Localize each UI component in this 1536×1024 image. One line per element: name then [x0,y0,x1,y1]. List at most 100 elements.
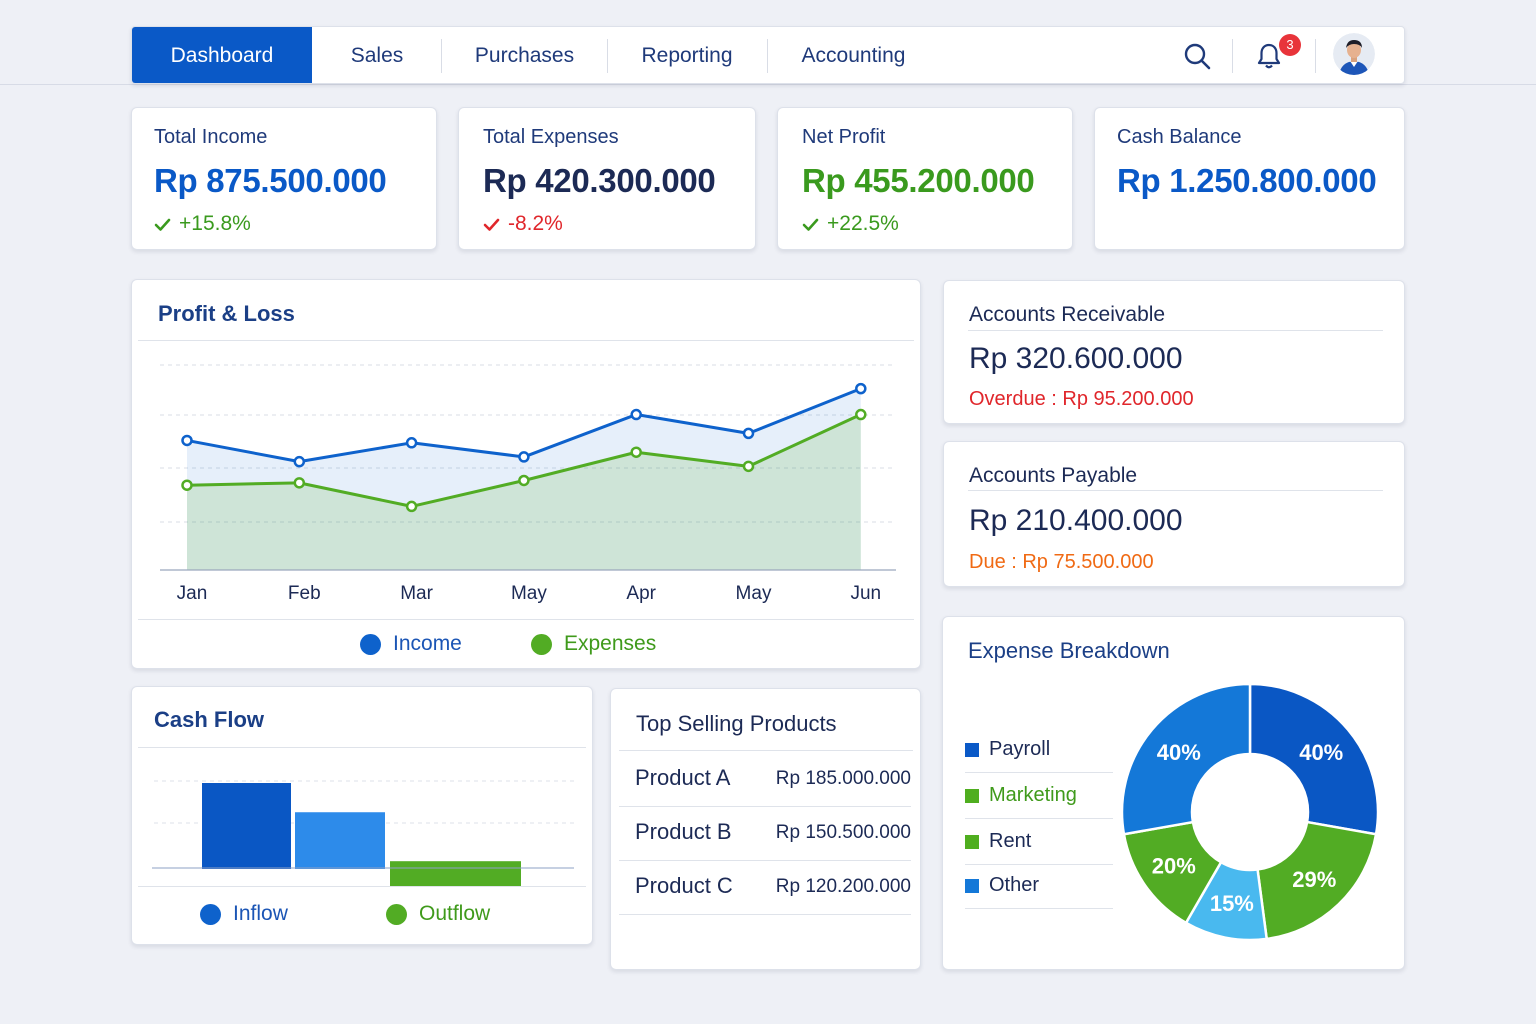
legend-dot [531,633,552,655]
notification-badge: 3 [1279,34,1301,56]
slice-label: 15% [1210,891,1254,916]
kpi-card-cash-balance: Cash Balance Rp 1.250.800.000 [1094,107,1405,250]
title-divider [968,330,1383,331]
product-value: Rp 150.500.000 [775,822,911,843]
data-point [630,408,642,421]
tab-accounting[interactable]: Accounting [801,44,906,67]
profit-loss-chart: Jan Feb Mar May Apr May Jun [160,364,896,604]
data-point [742,427,755,440]
legend-swatch [965,788,979,803]
legend-label: Inflow [233,902,288,925]
legend-label: Expenses [564,632,657,655]
data-point [742,460,755,473]
icon-separator [1232,39,1233,73]
legend-swatch [965,742,979,757]
kpi-change-text: -8.2% [508,212,563,235]
data-point [405,437,418,449]
legend-expenses: Expenses [531,632,656,656]
kpi-change-text: +22.5% [827,212,899,235]
top-navigation: Dashboard Sales Purchases Reporting Acco… [131,26,1405,84]
inflow-bar [202,783,291,869]
donut-slice [1120,682,1252,836]
bell-icon[interactable] [1254,41,1284,71]
kpi-label: Cash Balance [1117,126,1242,148]
kpi-change: +22.5% [802,212,899,236]
kpi-value: Rp 875.500.000 [154,162,387,199]
x-tick-label: Feb [288,583,321,604]
product-name: Product C [635,873,733,898]
data-point [181,434,193,447]
x-tick-label: May [736,583,772,604]
kpi-card-total-expenses: Total Expenses Rp 420.300.000 -8.2% [458,107,756,250]
data-point [518,451,530,463]
title-divider [968,490,1383,491]
legend-label: Payroll [989,738,1051,760]
legend-rent: Rent [965,819,1113,865]
slice-label: 29% [1292,867,1336,892]
receivable-value: Rp 320.600.000 [969,342,1183,375]
series-area [187,414,861,570]
check-icon [802,218,819,231]
legend-divider [138,619,914,620]
data-point [518,474,530,487]
legend-other: Other [965,863,1113,909]
x-tick-label: Jun [850,583,881,604]
avatar[interactable] [1333,33,1375,75]
tab-purchases[interactable]: Purchases [474,44,575,67]
expense-donut-chart: 40% 29% 15% 20% 40% [1120,682,1380,942]
tab-dashboard[interactable]: Dashboard [132,27,312,83]
card-title: Accounts Payable [969,464,1138,487]
card-title: Top Selling Products [636,711,837,736]
legend-income: Income [360,632,462,656]
kpi-change: +15.8% [154,212,251,236]
legend-label: Outflow [419,902,491,925]
product-row[interactable]: Product C Rp 120.200.000 [619,861,911,915]
search-icon[interactable] [1182,41,1212,71]
icon-separator [1315,39,1316,73]
check-icon [483,218,500,231]
product-value: Rp 120.200.000 [775,876,911,897]
inflow-bar [295,812,385,869]
slice-label: 20% [1152,853,1196,878]
card-title: Accounts Receivable [969,303,1166,326]
x-tick-label: May [511,583,547,604]
card-title: Profit & Loss [158,301,295,326]
tab-sales[interactable]: Sales [350,44,404,67]
check-icon [154,218,171,231]
donut-slice [1248,682,1380,836]
legend-dot [360,633,381,655]
header-divider [0,84,1536,85]
kpi-value: Rp 420.300.000 [483,162,716,199]
kpi-label: Net Profit [802,126,886,148]
data-point [855,382,867,395]
product-row[interactable]: Product A Rp 185.000.000 [619,753,911,807]
card-title: Expense Breakdown [968,638,1170,663]
tab-separator [767,39,768,73]
kpi-value: Rp 455.200.000 [802,162,1035,199]
legend-inflow: Inflow [200,902,288,926]
legend-label: Other [989,874,1040,896]
kpi-label: Total Expenses [483,126,619,148]
kpi-change: -8.2% [483,212,563,236]
expense-breakdown-card: Expense Breakdown Payroll Marketing Rent… [942,616,1405,970]
cash-flow-card: Cash Flow Inflow Outflow [131,686,593,945]
kpi-change-text: +15.8% [179,212,251,235]
data-point [293,477,306,489]
title-divider [138,340,914,341]
legend-outflow: Outflow [386,902,490,926]
tab-separator [441,39,442,73]
card-title: Cash Flow [154,707,265,732]
accounts-receivable-card: Accounts Receivable Rp 320.600.000 Overd… [943,280,1405,424]
tab-reporting[interactable]: Reporting [641,44,733,67]
x-tick-label: Jan [177,583,208,604]
kpi-card-net-profit: Net Profit Rp 455.200.000 +22.5% [777,107,1073,250]
tab-separator [607,39,608,73]
overdue-note: Overdue : Rp 95.200.000 [969,388,1194,410]
accounts-payable-card: Accounts Payable Rp 210.400.000 Due : Rp… [943,441,1405,587]
due-note: Due : Rp 75.500.000 [969,551,1154,573]
legend-dot [200,903,221,925]
legend-payroll: Payroll [965,727,1113,773]
product-row[interactable]: Product B Rp 150.500.000 [619,807,911,861]
outflow-bar [390,861,521,887]
legend-dot [386,903,407,925]
